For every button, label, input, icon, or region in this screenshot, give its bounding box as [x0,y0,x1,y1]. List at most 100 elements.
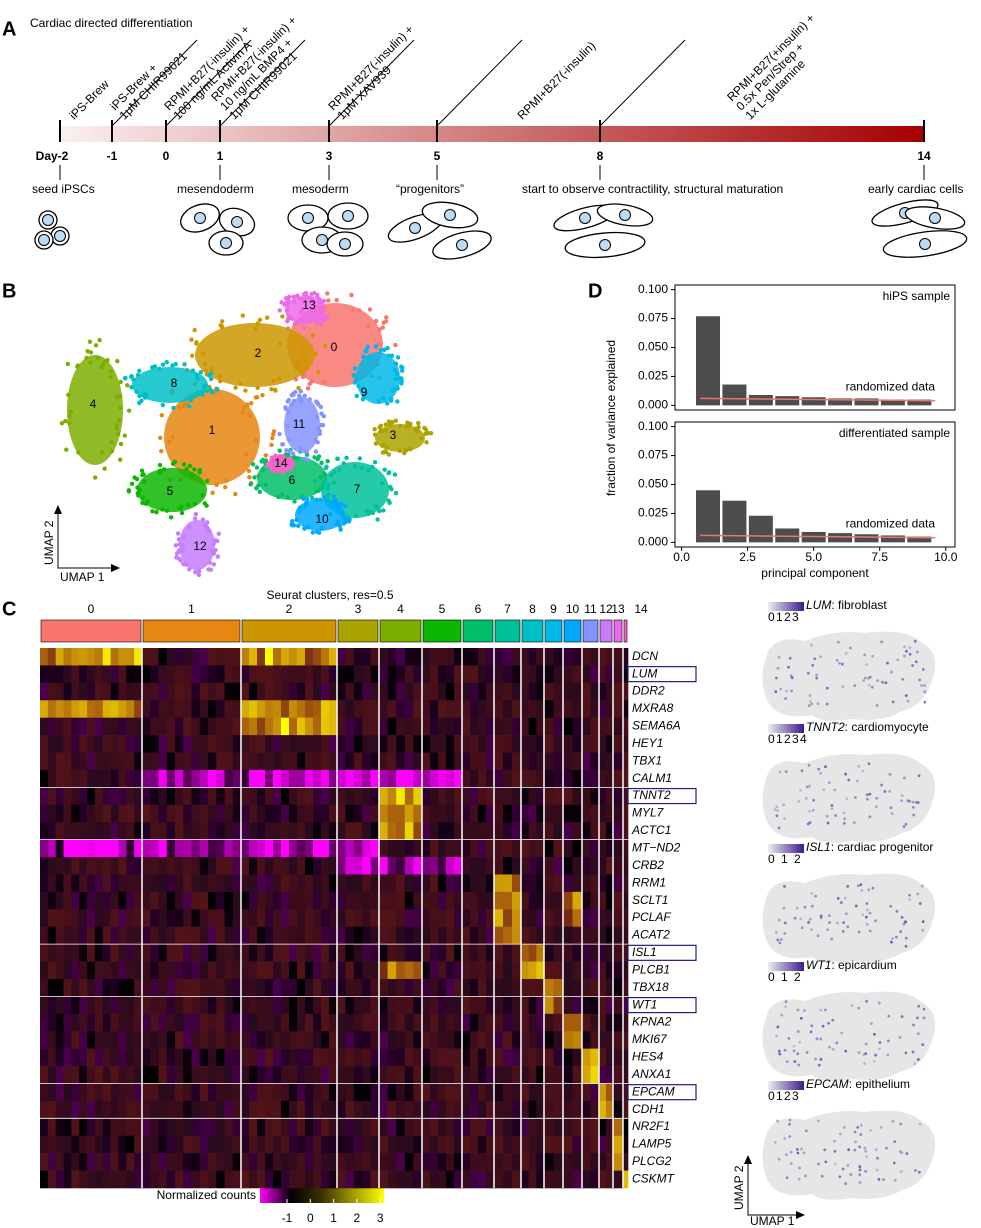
feature-dot [837,897,840,900]
heatmap-cell [486,1171,494,1189]
feature-dot [803,1009,806,1012]
heatmap-cell [313,962,321,980]
heatmap-cell [329,1014,337,1032]
cell-dot [285,308,289,312]
heatmap-cell [362,787,371,805]
heatmap-cell [56,1083,64,1101]
cell-dot [302,526,306,530]
heatmap-cell [87,683,95,701]
heatmap-cell [167,665,176,683]
heatmap-cell [208,1171,217,1189]
heatmap-cell [56,1031,64,1049]
heatmap-cell [379,735,388,753]
heatmap-cell [48,735,56,753]
heatmap-cell [521,1136,529,1154]
feature-dot [844,773,847,776]
heatmap-cell [613,735,623,753]
feature-title: LUM: fibroblast [806,598,887,612]
feature-dot [820,1058,823,1061]
heatmap-cell [396,770,405,788]
heatmap-cell [167,700,176,718]
heatmap-cell [613,944,623,962]
cell-dot [196,391,200,395]
heatmap-cell [95,665,103,683]
heatmap-cell [321,892,329,910]
heatmap-cell [521,944,529,962]
cell-dot [293,390,297,394]
heatmap-cell [200,892,209,910]
heatmap-cell [470,1049,478,1067]
axis-title: UMAP 2 [732,1165,746,1210]
heatmap-cell [142,753,151,771]
heatmap-cell [405,787,414,805]
heatmap-cell [563,1014,573,1032]
heatmap-cell [87,962,95,980]
heatmap-cell [305,927,313,945]
heatmap-cell [134,787,142,805]
feature-dot [779,688,782,691]
heatmap-cell [40,1049,48,1067]
heatmap-cell [599,840,606,858]
heatmap-cell [48,1171,56,1189]
heatmap-cell [126,1066,134,1084]
cell-dot [383,468,387,472]
heatmap-cell [159,892,168,910]
heatmap-cell [111,996,119,1014]
cell-dot [210,390,214,394]
nucleus [39,235,50,246]
cell-dot [201,493,205,497]
heatmap-cell [142,1153,151,1171]
gene-label: EPCAM [632,1084,675,1098]
heatmap-cell [478,718,486,736]
cell-dot [280,314,284,318]
heatmap-cell [470,979,478,997]
feature-dot [923,1017,926,1020]
heatmap-cell [273,909,281,927]
bar [722,385,746,406]
stage-label: “progenitors” [396,182,464,196]
heatmap-cell [478,962,486,980]
cell-dot [177,405,181,409]
heatmap-cell [362,1118,371,1136]
heatmap-cell [241,979,249,997]
heatmap-cell [606,770,613,788]
heatmap-cell [142,927,151,945]
heatmap-cell [573,874,583,892]
feature-dot [875,1148,878,1151]
heatmap-cell [225,996,234,1014]
heatmap-cell [396,979,405,997]
nucleus [317,235,328,246]
heatmap-cell [563,909,573,927]
heatmap-cell [313,840,321,858]
heatmap-cell [95,735,103,753]
heatmap-cell [321,805,329,823]
heatmap-cell [422,840,430,858]
feature-dot [824,1160,827,1163]
heatmap-cell [281,1171,289,1189]
cell-dot [245,402,249,406]
heatmap-cell [544,700,554,718]
cluster-label: 12 [193,539,207,553]
heatmap-cell [430,735,438,753]
heatmap-cell [337,892,346,910]
heatmap-cell [159,648,168,666]
feature-dot [822,1025,825,1028]
heatmap-cell [422,1118,430,1136]
feature-dot [833,1140,836,1143]
heatmap-cell [606,1101,613,1119]
heatmap-cell [613,1101,623,1119]
heatmap-cell [379,892,388,910]
heatmap-cell [582,1049,591,1067]
feature-dot [790,1151,793,1154]
panel-label: A [2,18,16,40]
heatmap-cell [111,857,119,875]
heatmap-cell [134,1171,142,1189]
heatmap-cell [422,909,430,927]
heatmap-cell [613,874,623,892]
heatmap-cell [175,700,184,718]
heatmap-cell [40,1153,48,1171]
heatmap-cell [345,1066,354,1084]
heatmap-cell [87,1101,95,1119]
heatmap-cell [388,1101,397,1119]
heatmap-cell [591,1136,600,1154]
